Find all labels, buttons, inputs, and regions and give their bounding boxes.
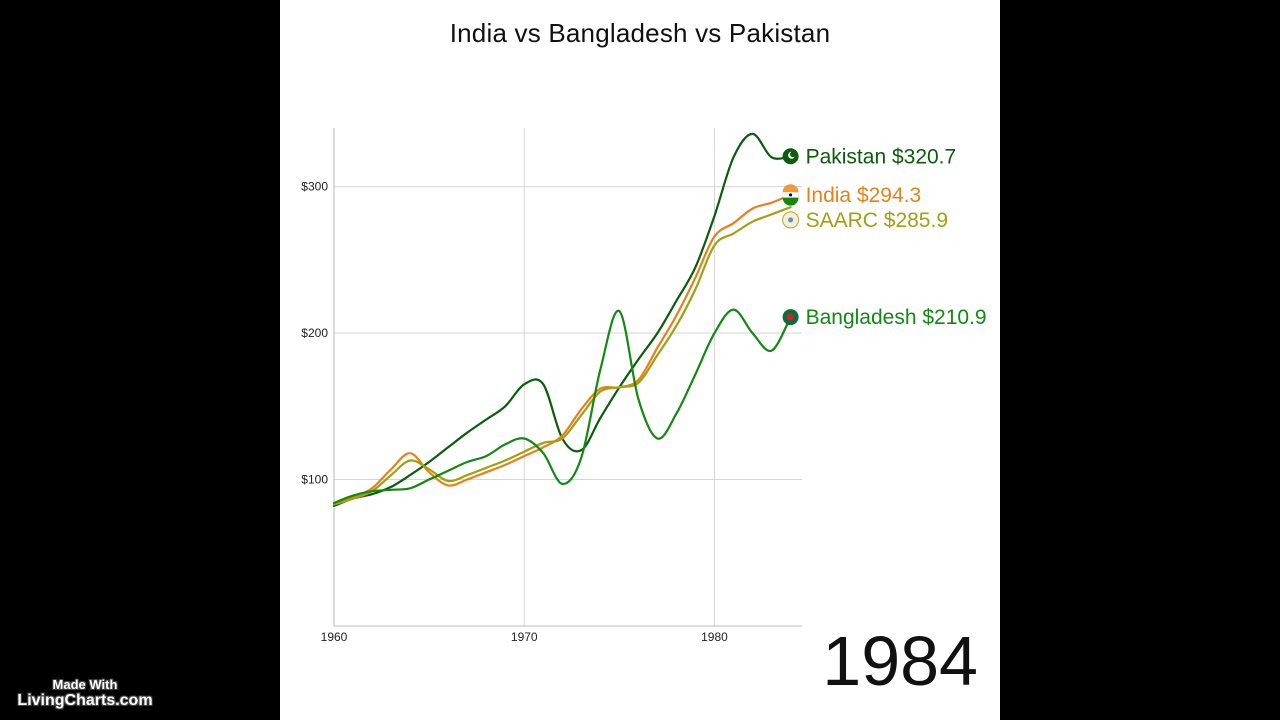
axis-lines [333,128,802,627]
india-flag-icon [782,184,799,206]
series-lines [332,132,792,507]
livingcharts-watermark: Made With LivingCharts.com [10,677,160,710]
end-label-saarc: SAARC $285.9 [806,209,948,232]
line-chart: 1960 1970 1980 $100 $200 $300 Pakistan $320.7… [301,128,987,644]
chart-panel: India vs Bangladesh vs Pakistan 1960 1970… [280,0,1000,720]
y-tick-label: $100 [301,473,328,487]
end-label-bangladesh: Bangladesh $210.9 [806,306,987,329]
x-tick-label: 1970 [511,630,538,644]
series-line-bangladesh [332,308,792,505]
current-year-label: 1984 [822,622,978,700]
end-markers [782,148,800,326]
watermark-line-2: LivingCharts.com [17,692,153,709]
end-label-pakistan: Pakistan $320.7 [806,145,957,168]
chart-title: India vs Bangladesh vs Pakistan [449,18,831,48]
pakistan-flag-icon [782,148,799,165]
series-line-india [332,193,792,505]
tick-labels: 1960 1970 1980 $100 $200 $300 [301,180,728,644]
y-tick-label: $300 [301,180,328,194]
y-tick-label: $200 [301,326,328,340]
x-tick-label: 1980 [701,630,728,644]
saarc-flag-icon [782,211,800,229]
bangladesh-flag-icon [782,309,799,326]
grid-lines [334,128,802,626]
x-tick-label: 1960 [321,630,348,644]
end-label-india: India $294.3 [806,184,922,207]
series-line-saarc [332,206,792,506]
watermark-line-1: Made With [52,677,118,692]
